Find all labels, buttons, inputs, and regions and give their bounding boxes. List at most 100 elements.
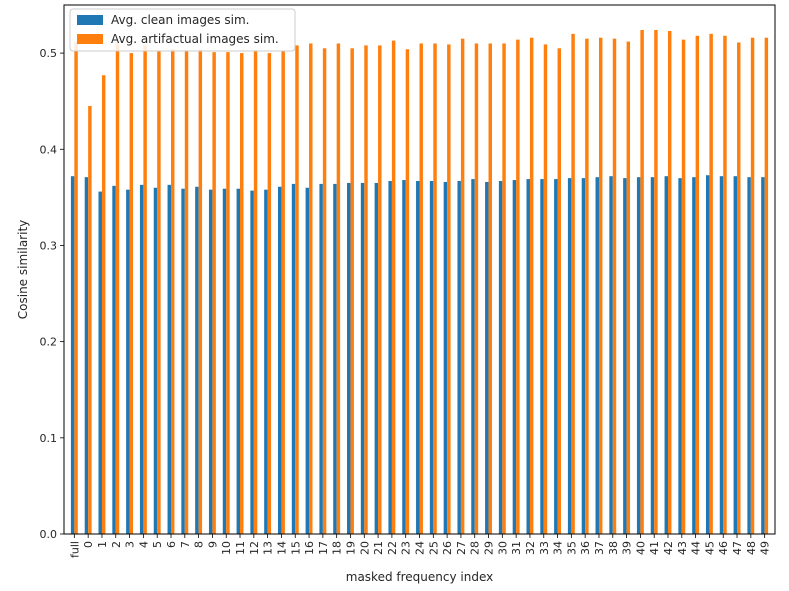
- bar-clean-4: [139, 184, 144, 535]
- bar-clean-42: [664, 176, 668, 534]
- bar-clean-30: [498, 181, 503, 534]
- bar-artifactual-40: [640, 30, 644, 534]
- bar-clean-2: [112, 185, 116, 534]
- bar-clean-17: [319, 183, 323, 534]
- bar-artifactual-33: [543, 44, 548, 535]
- bar-artifactual-14: [281, 51, 285, 535]
- bar-clean-31: [512, 180, 517, 535]
- x-tick-label-15: 15: [289, 541, 302, 555]
- bar-artifactual-39: [626, 41, 631, 535]
- bar-clean-21: [374, 182, 379, 534]
- bar-clean-23: [402, 180, 406, 535]
- x-axis-ticks: full 0 1 2 3 4 5 6 7 8 9 10 11 12 13 14 15 16 17 18 19 20 21 22…: [68, 534, 772, 558]
- bar-clean-22: [388, 181, 392, 534]
- bar-clean-48: [747, 177, 751, 535]
- bar-artifactual-45: [709, 33, 713, 534]
- bar-artifactual-42: [668, 30, 672, 534]
- bar-clean-3: [126, 189, 130, 535]
- bar-clean-11: [236, 188, 241, 534]
- bar-artifactual-7: [184, 50, 189, 535]
- bar-clean-14: [277, 186, 282, 534]
- x-tick-label-17: 17: [317, 541, 330, 555]
- x-tick-label-46: 46: [717, 541, 730, 555]
- x-tick-label-12: 12: [248, 541, 261, 555]
- bar-clean-13: [264, 189, 268, 535]
- bar-clean-44: [692, 177, 696, 535]
- bar-artifactual-36: [585, 38, 589, 534]
- bar-artifactual-28: [474, 43, 479, 534]
- y-tick-label-0.4: 0.4: [40, 143, 58, 156]
- bar-artifactual-full: [74, 41, 78, 535]
- x-tick-label-22: 22: [386, 541, 399, 555]
- x-tick-label-35: 35: [565, 541, 578, 555]
- bar-artifactual-27: [460, 38, 465, 534]
- x-tick-label-45: 45: [703, 541, 716, 555]
- legend-label-clean: Avg. clean images sim.: [111, 13, 249, 27]
- y-tick-label-0.5: 0.5: [40, 47, 58, 60]
- x-tick-label-8: 8: [193, 541, 206, 548]
- x-tick-label-24: 24: [414, 541, 427, 555]
- bar-clean-47: [733, 176, 738, 534]
- bar-artifactual-18: [336, 43, 341, 534]
- x-tick-label-30: 30: [496, 541, 509, 555]
- x-tick-label-26: 26: [441, 541, 454, 555]
- bar-clean-49: [761, 177, 765, 535]
- bar-clean-9: [208, 189, 213, 535]
- bar-artifactual-35: [571, 33, 575, 534]
- bar-artifactual-24: [419, 43, 423, 534]
- x-tick-label-14: 14: [275, 541, 288, 555]
- y-axis-title: Cosine similarity: [16, 220, 30, 319]
- bar-artifactual-20: [364, 45, 368, 535]
- x-tick-label-31: 31: [510, 541, 523, 555]
- bar-clean-6: [167, 184, 171, 535]
- plot-frame: [63, 4, 776, 535]
- x-tick-label-10: 10: [220, 541, 233, 555]
- bar-clean-full: [70, 176, 75, 534]
- bar-artifactual-4: [143, 45, 147, 535]
- legend-box: [69, 8, 296, 52]
- bar-clean-37: [595, 177, 599, 535]
- bar-artifactual-34: [557, 48, 562, 534]
- bar-clean-5: [153, 187, 158, 534]
- bar-clean-0: [84, 177, 89, 535]
- bar-artifactual-1: [101, 75, 106, 535]
- bar-artifactual-41: [654, 30, 658, 534]
- bar-artifactual-10: [226, 52, 230, 534]
- bar-artifactual-21: [378, 45, 382, 535]
- x-tick-label-23: 23: [400, 541, 413, 555]
- bar-clean-15: [291, 183, 296, 534]
- bar-clean-8: [195, 186, 199, 534]
- x-tick-label-29: 29: [483, 541, 496, 555]
- bar-clean-28: [471, 179, 475, 534]
- x-tick-label-5: 5: [151, 541, 164, 548]
- x-tick-label-9: 9: [206, 541, 219, 548]
- x-tick-label-40: 40: [634, 541, 647, 555]
- bar-artifactual-8: [198, 49, 203, 535]
- legend-swatch-artifactual: [77, 34, 103, 44]
- x-tick-label-4: 4: [137, 541, 150, 548]
- bar-artifactual-25: [433, 43, 437, 534]
- bar-artifactual-43: [681, 39, 686, 534]
- y-tick-label-0.0: 0.0: [40, 528, 58, 541]
- bar-clean-18: [333, 183, 337, 534]
- bar-artifactual-46: [723, 35, 727, 534]
- bar-clean-34: [554, 179, 558, 534]
- bar-clean-36: [581, 178, 586, 534]
- bar-clean-16: [305, 187, 310, 534]
- bar-artifactual-22: [391, 40, 396, 535]
- bar-artifactual-49: [764, 37, 769, 534]
- bar-clean-38: [609, 176, 613, 534]
- x-tick-label-13: 13: [262, 541, 275, 555]
- bar-artifactual-19: [350, 48, 354, 534]
- bar-artifactual-48: [750, 37, 755, 534]
- x-tick-label-7: 7: [179, 541, 192, 548]
- x-tick-label-2: 2: [110, 541, 123, 548]
- bar-clean-43: [678, 178, 682, 534]
- bar-artifactual-26: [447, 44, 451, 535]
- bar-clean-20: [360, 182, 365, 534]
- x-tick-label-27: 27: [455, 541, 468, 555]
- bar-clean-39: [623, 178, 627, 534]
- x-tick-label-48: 48: [745, 541, 758, 555]
- bar-artifactual-3: [129, 53, 134, 535]
